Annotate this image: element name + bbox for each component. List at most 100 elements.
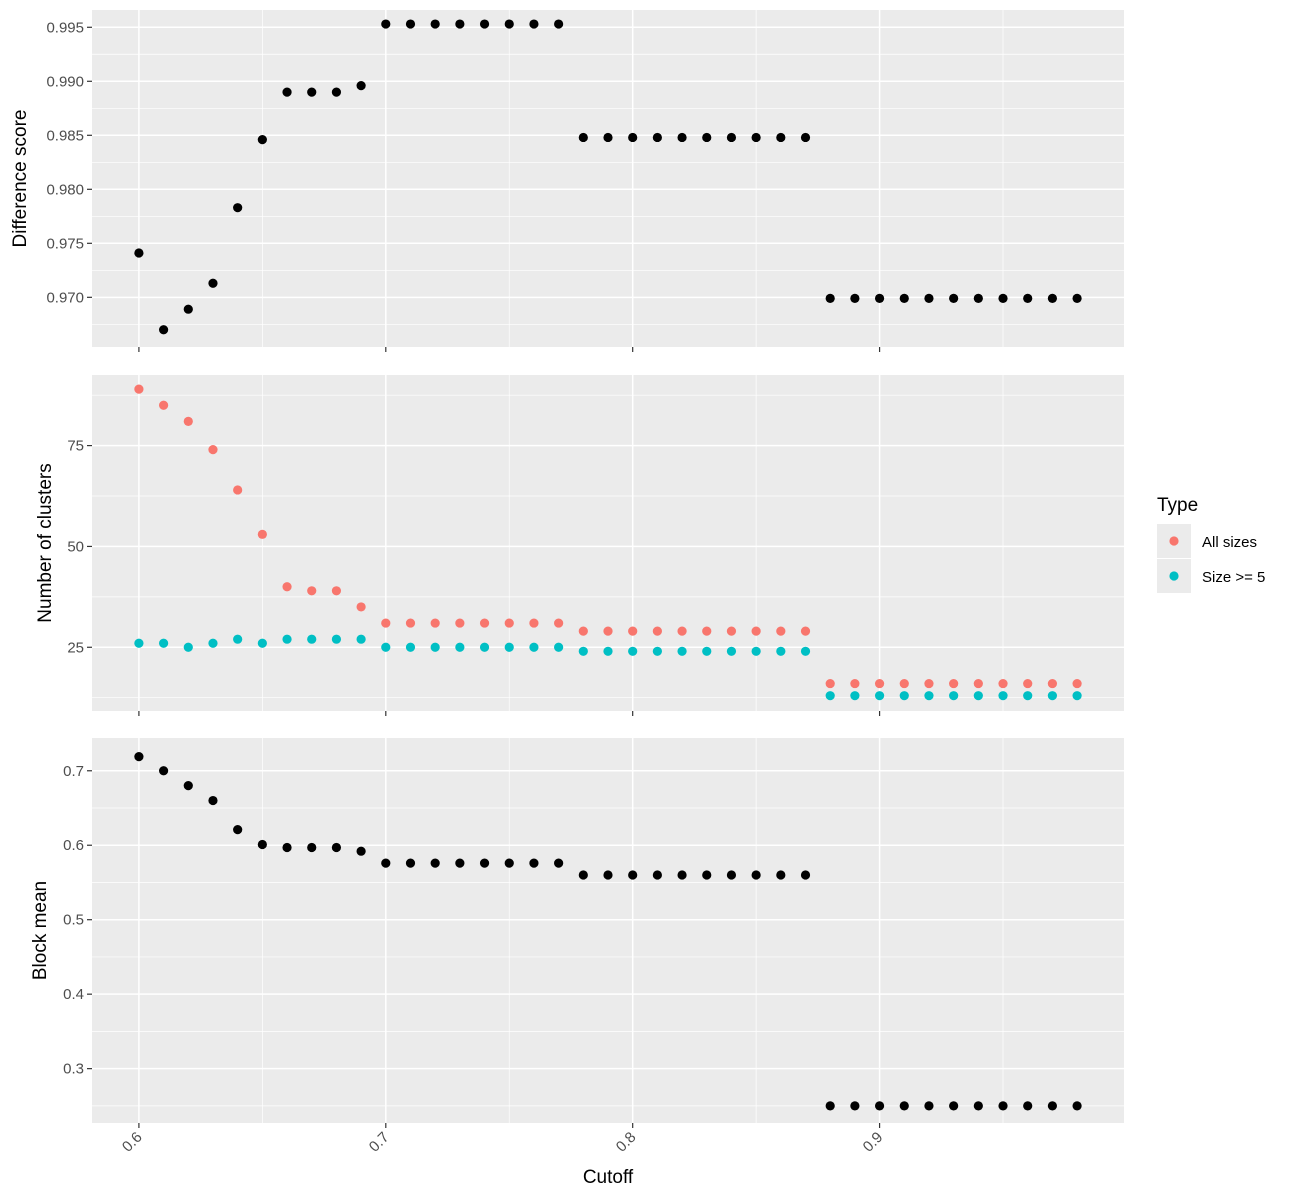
y-axis: 0.3 0.4 0.5 0.6 0.7 [63,763,92,1078]
point-series [751,132,761,143]
point-series [134,752,144,762]
y-tick-label: 0.975 [46,235,84,252]
point-size-5 [430,642,440,652]
point-series [356,81,366,91]
point-series [405,858,416,868]
point-all-sizes [1047,678,1058,689]
y-tick-label: 0.7 [63,763,84,780]
point-size-5 [973,691,983,701]
point-series [726,132,737,143]
point-size-5 [751,646,761,656]
y-tick-label: 0.990 [46,73,84,90]
point-all-sizes [899,678,909,689]
y-tick-label: 0.5 [63,912,84,929]
point-all-sizes [776,626,786,636]
y-axis-title: Difference score [10,110,31,248]
point-series [504,19,514,29]
point-series [331,87,342,97]
point-size-5 [998,691,1008,701]
point-series [998,1101,1008,1111]
point-all-sizes [455,618,465,628]
point-all-sizes [973,678,983,689]
point-series [1023,293,1033,303]
point-all-sizes [529,618,539,628]
point-size-5 [208,638,218,648]
point-series [603,870,613,880]
point-all-sizes [479,618,490,628]
point-series [430,858,440,868]
data-points [134,19,1082,335]
point-all-sizes [825,678,835,689]
point-series [628,870,638,880]
legend-label-size-5: Size >= 5 [1202,569,1265,586]
y-tick-label: 0.6 [63,837,84,854]
point-series [381,19,391,29]
point-all-sizes [307,586,317,596]
point-series [282,842,292,853]
point-size-5 [702,646,712,656]
y-tick-label: 0.970 [46,289,84,306]
x-axis-tick-labels: 0.6 0.7 0.8 0.9 [119,1129,886,1156]
point-series [850,1101,860,1111]
point-all-sizes [208,445,218,455]
x-axis-ticks [138,347,881,352]
point-size-5 [158,638,169,648]
point-all-sizes [282,582,292,592]
x-tick-label: 0.7 [366,1129,393,1156]
point-series [356,846,366,856]
point-series [652,132,662,143]
point-series [307,842,317,853]
point-size-5 [1072,691,1082,701]
legend-title: Type [1157,495,1198,516]
point-series [874,293,885,303]
panel-block-mean: 0.3 0.4 0.5 0.6 0.7 0.6 0.7 0.8 0.9 Block mean [30,738,1124,1156]
point-series [554,858,564,868]
y-tick-label: 0.3 [63,1061,84,1078]
point-series [257,839,267,850]
point-series [776,870,786,880]
point-series [282,87,292,97]
point-series [800,132,811,143]
y-tick-label: 0.980 [46,181,84,198]
point-series [973,293,983,303]
point-all-sizes [233,485,243,495]
point-size-5 [1023,691,1033,701]
y-axis: 25 50 75 [67,438,92,656]
point-size-5 [381,642,391,652]
legend: Type All sizes Size >= 5 [1157,495,1265,593]
point-size-5 [603,646,613,656]
point-all-sizes [726,626,737,636]
point-series [1072,293,1082,303]
point-all-sizes [874,678,885,689]
point-series [233,203,243,213]
point-all-sizes [405,618,416,628]
point-all-sizes [504,618,514,628]
y-tick-label: 0.995 [46,19,84,36]
point-series [924,1101,934,1111]
point-series [158,325,169,335]
point-series [183,781,193,791]
point-all-sizes [257,529,267,539]
point-size-5 [504,642,514,652]
point-series [1047,293,1058,303]
point-all-sizes [1072,678,1082,689]
point-all-sizes [554,618,564,628]
point-series [430,19,440,29]
point-size-5 [899,691,909,701]
point-series [504,858,514,868]
point-all-sizes [652,626,662,636]
y-tick-label: 25 [67,639,84,656]
point-all-sizes [183,416,193,426]
point-series [652,870,662,880]
point-series [949,1101,959,1111]
point-all-sizes [381,618,391,628]
point-series [949,293,959,303]
point-series [850,293,860,303]
point-size-5 [825,691,835,701]
point-series [257,135,267,145]
point-size-5 [776,646,786,656]
point-all-sizes [628,626,638,636]
point-series [529,19,539,29]
point-series [455,19,465,29]
